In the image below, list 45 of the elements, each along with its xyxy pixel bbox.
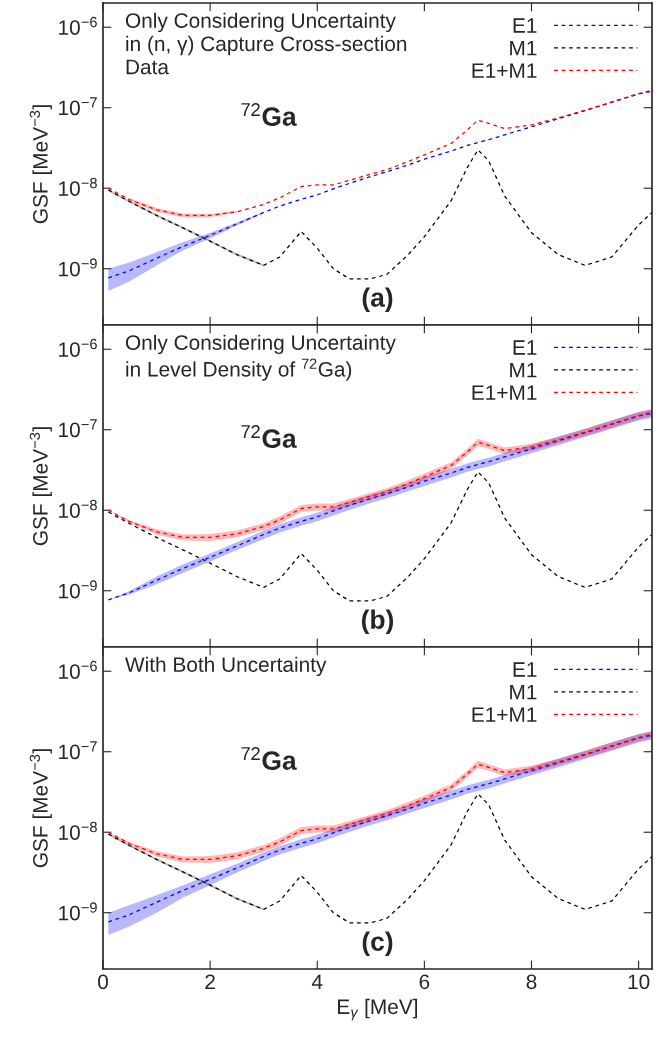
annotation: Only Considering Uncertainty in Level Density of $^{72}$Ga): [125, 334, 396, 381]
x-tick-label: 4: [311, 974, 323, 989]
legend-label: M1: [510, 684, 537, 700]
y-tick-label: 10$^{−6}$: [59, 660, 97, 679]
annotation: $^{72}$Ga: [241, 747, 297, 770]
line-series: [107, 793, 652, 924]
y-tick-label: 10$^{−9}$: [59, 902, 97, 921]
y-tick-label: 10$^{−8}$: [59, 821, 97, 840]
line-series: [107, 89, 652, 217]
y-tick-label: 10$^{−8}$: [59, 177, 97, 196]
annotation: (a): [362, 287, 393, 313]
legend-label: E1+M1: [472, 707, 537, 722]
annotation: $^{72}$Ga: [241, 425, 297, 448]
x-axis-title: E$_{γ}$ [MeV]: [338, 998, 417, 1021]
y-tick-label: 10$^{−6}$: [59, 338, 97, 357]
x-tick-label: 2: [205, 974, 215, 989]
y-axis-title: GSF [MeV$^{−3}$]: [29, 427, 52, 546]
y-tick-label: 10$^{−9}$: [59, 580, 97, 599]
y-tick-label: 10$^{−8}$: [59, 499, 97, 518]
line-series: [107, 471, 652, 602]
legend-label: M1: [510, 40, 537, 56]
annotation: $^{72}$Ga: [241, 103, 297, 126]
annotation: (c): [362, 931, 393, 957]
y-tick-label: 10$^{−9}$: [59, 258, 97, 277]
y-tick-label: 10$^{−7}$: [59, 97, 97, 116]
y-axis-title: GSF [MeV$^{−3}$]: [29, 749, 52, 868]
x-tick-label: 8: [526, 974, 537, 990]
y-axis-title: GSF [MeV$^{−3}$]: [29, 105, 52, 224]
x-tick-label: 10: [628, 974, 650, 990]
legend-label: E1: [513, 18, 537, 33]
x-tick-label: 6: [419, 974, 430, 990]
line-series: [107, 149, 652, 280]
y-tick-label: 10$^{−7}$: [59, 741, 97, 760]
legend-label: E1: [513, 340, 537, 355]
annotation: With Both Uncertainty: [125, 656, 327, 677]
legend-label: E1+M1: [472, 63, 537, 78]
y-tick-label: 10$^{−6}$: [59, 16, 97, 35]
legend-label: E1: [513, 662, 537, 677]
annotation: (b): [361, 609, 394, 635]
y-tick-label: 10$^{−7}$: [59, 419, 97, 438]
legend-label: M1: [510, 362, 537, 378]
annotation: Only Considering Uncertainty in (n, γ) Capture Cross-section Data: [125, 12, 407, 75]
x-tick-label: 0: [98, 974, 108, 990]
line-series: [107, 90, 652, 279]
legend-label: E1+M1: [472, 385, 537, 400]
